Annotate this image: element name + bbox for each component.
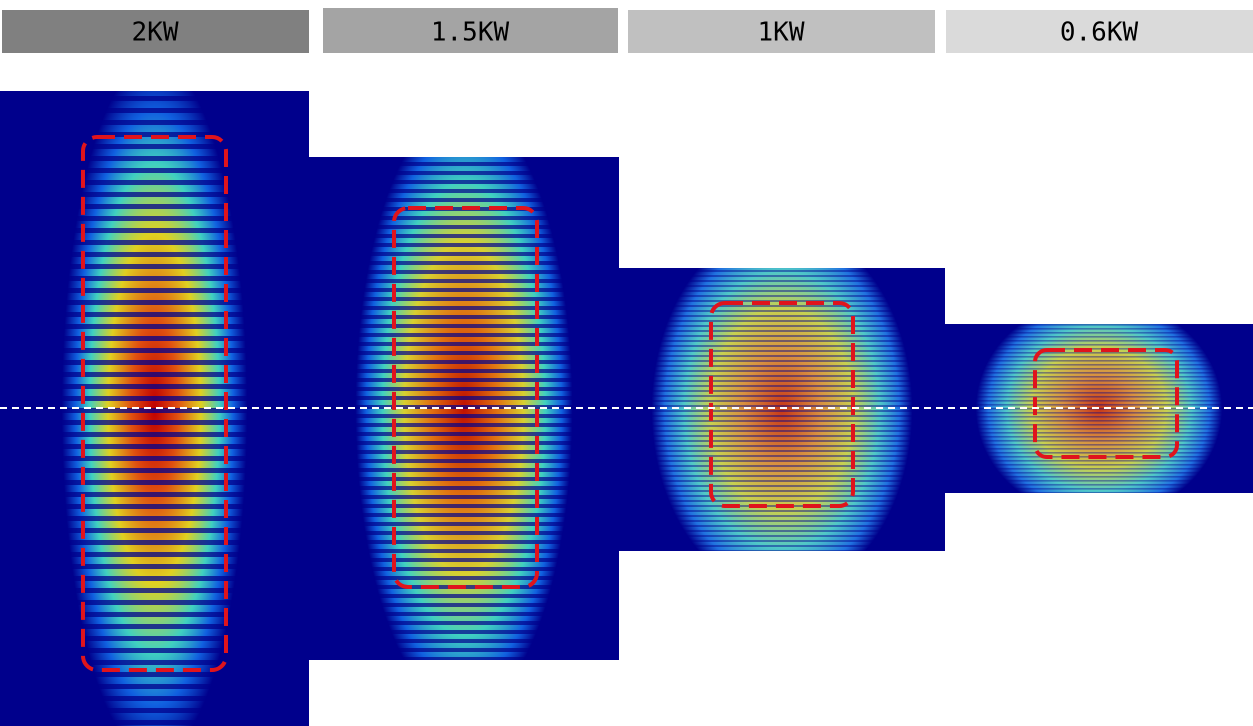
header-label: 0.6KW [1060, 18, 1139, 48]
header [323, 8, 618, 53]
header [946, 10, 1253, 53]
header [2, 10, 309, 53]
header [628, 10, 935, 53]
field-image [309, 157, 619, 660]
field-image [0, 91, 309, 726]
header-label: 1KW [758, 18, 805, 48]
header-label: 2KW [132, 18, 179, 48]
header-label: 1.5KW [431, 18, 510, 48]
field-image [619, 268, 945, 551]
